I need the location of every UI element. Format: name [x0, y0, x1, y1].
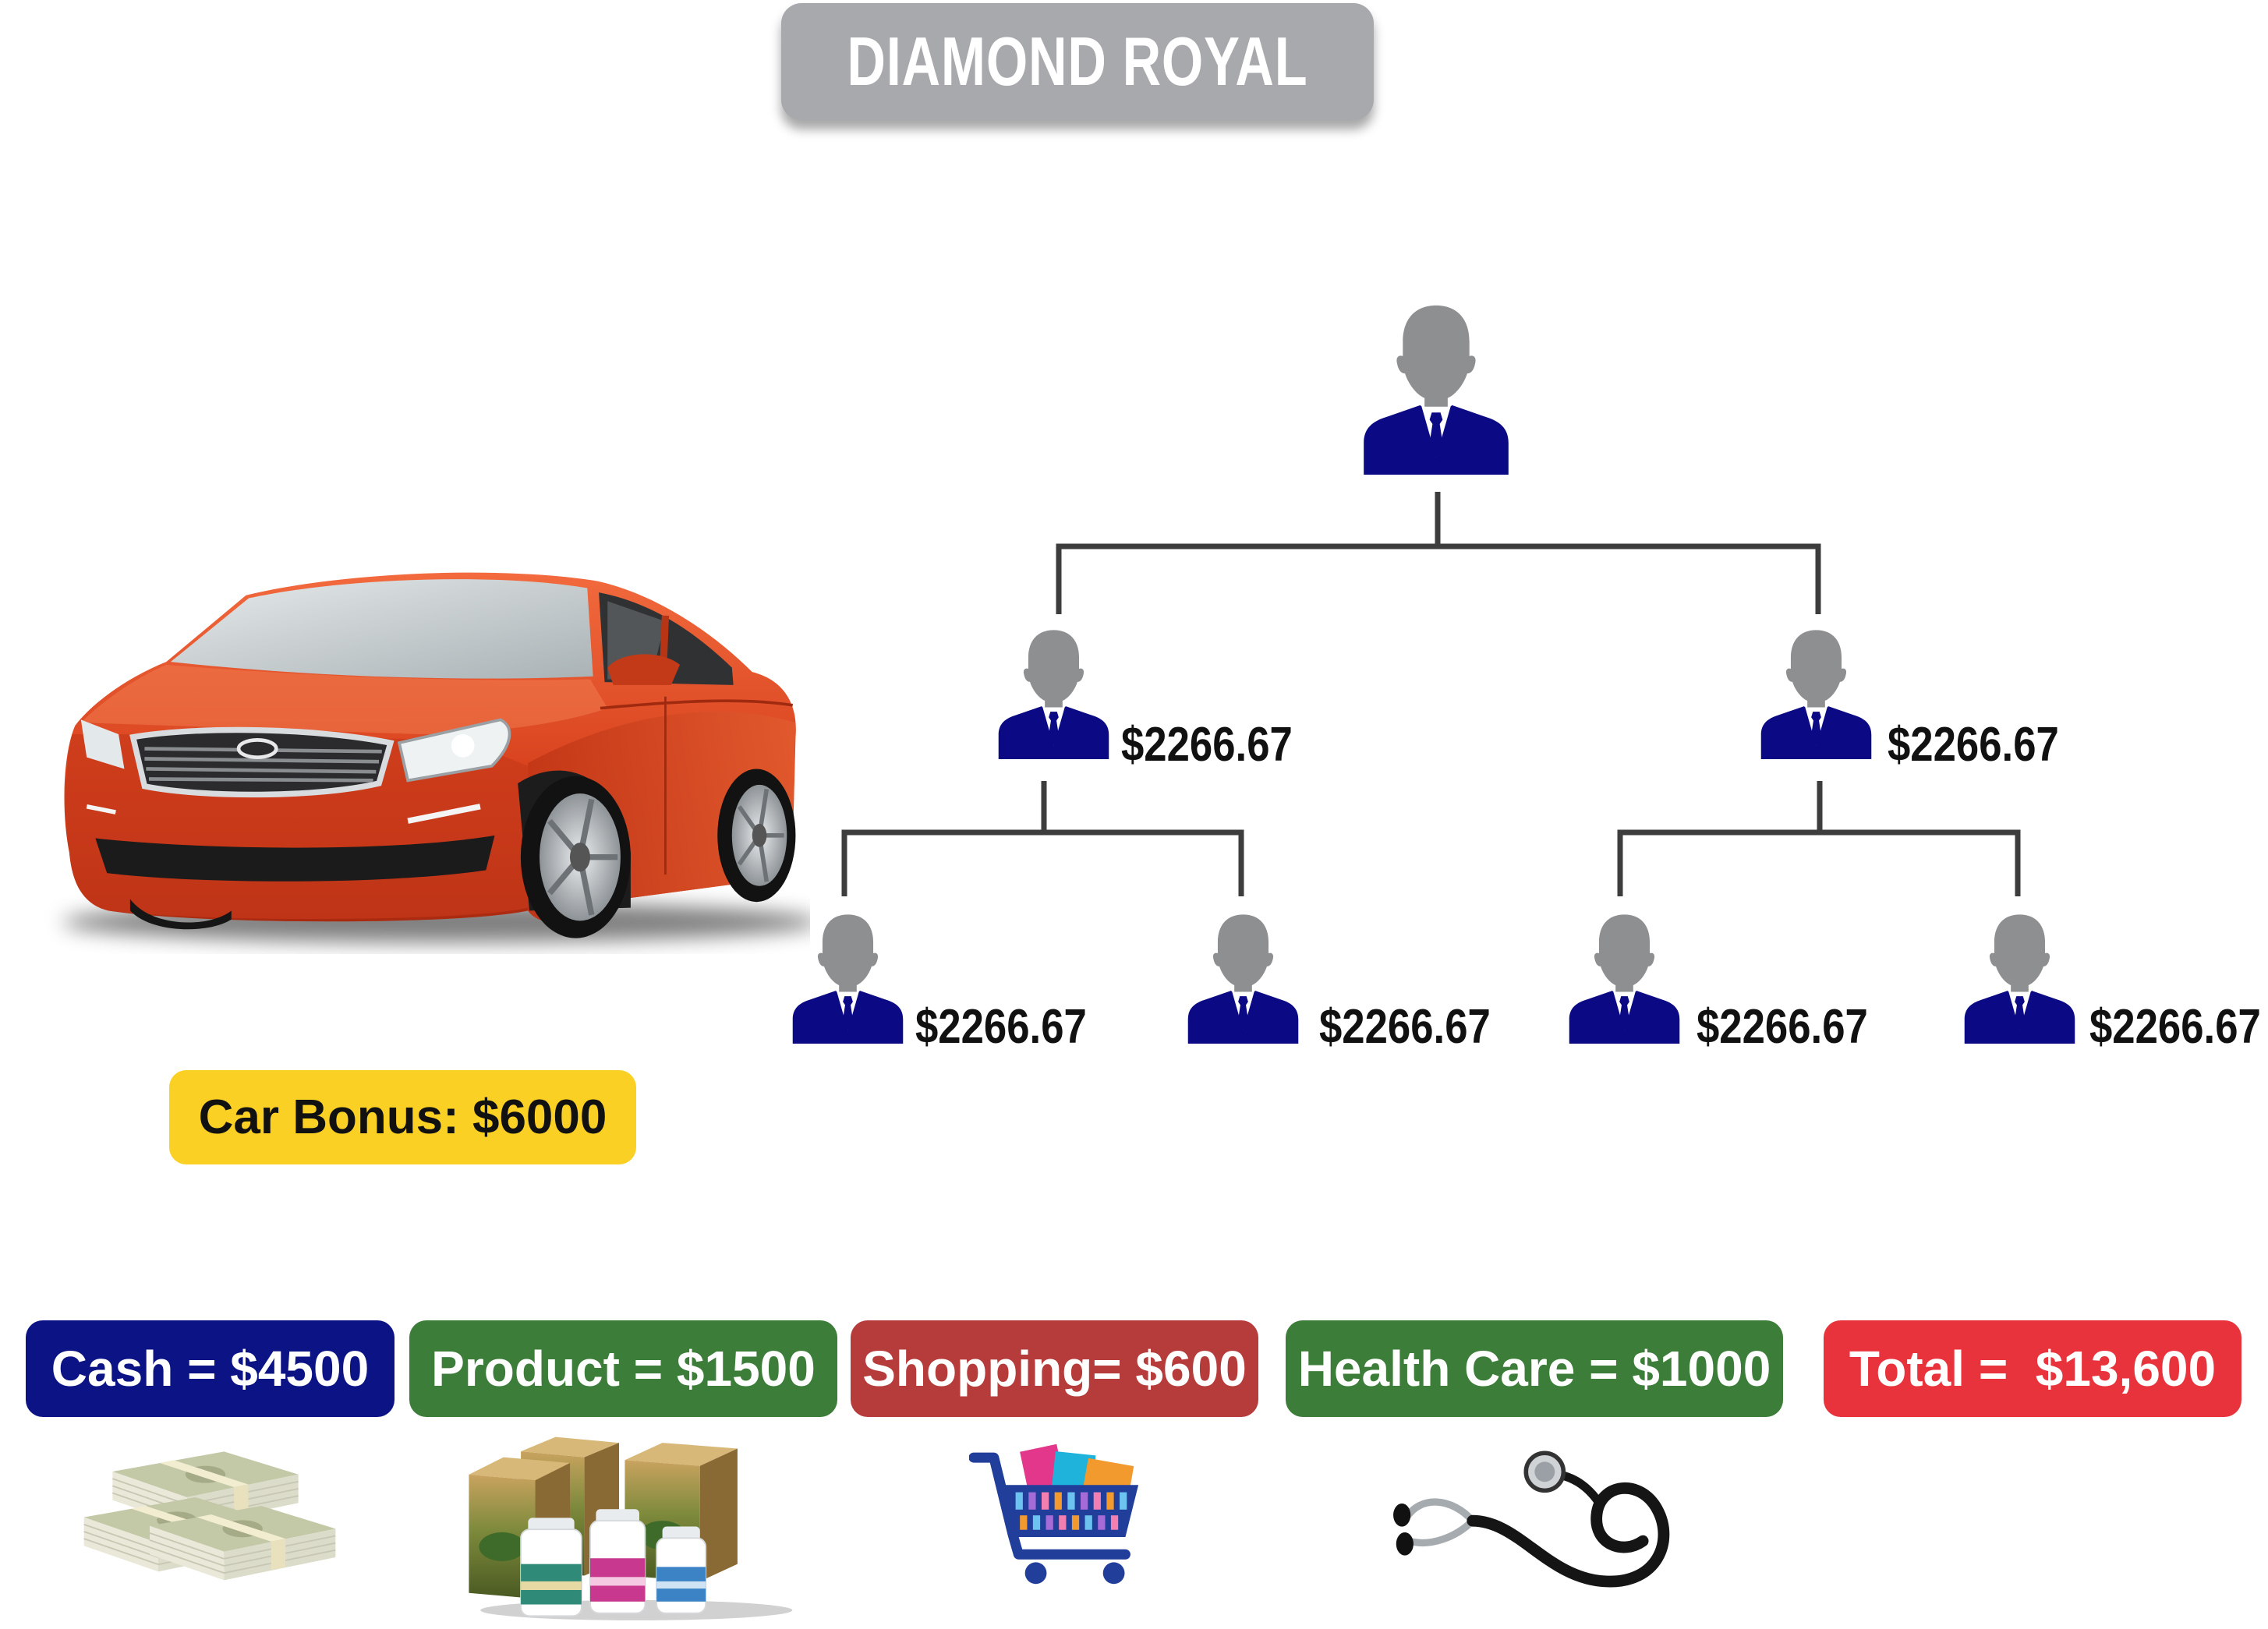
bottle-3: [656, 1526, 707, 1614]
product-bundle-icon: [469, 1436, 793, 1620]
product-badge: Product = $1500: [409, 1320, 837, 1417]
car-bonus-badge: Car Bonus: $6000: [169, 1070, 636, 1164]
car-rear-wheel: [717, 769, 796, 903]
level2-right-person-icon: [1759, 629, 1873, 759]
cash-badge: Cash = $4500: [26, 1320, 395, 1417]
level3-amount-4: $2266.67: [2089, 1000, 2261, 1054]
level3-person-4-icon: [1962, 913, 2077, 1044]
bottle-2: [589, 1509, 646, 1614]
stethoscope-icon: [1393, 1451, 1670, 1588]
level3-amount-2: $2266.67: [1319, 1000, 1491, 1054]
car-image: [62, 572, 810, 943]
level2-right-amount: $2266.67: [1888, 718, 2059, 772]
car-headlight-left: [80, 719, 125, 769]
cash-stack-icon: [83, 1451, 337, 1581]
connector-right-branch: [1617, 781, 2021, 896]
car-logo: [236, 738, 278, 759]
level3-amount-1: $2266.67: [915, 1000, 1087, 1054]
car-windshield: [170, 579, 593, 679]
level3-amount-3: $2266.67: [1697, 1000, 1868, 1054]
title-banner: DIAMOND ROYAL: [781, 3, 1374, 120]
shopping-badge: Shopping= $600: [851, 1320, 1258, 1417]
root-person-icon: [1364, 304, 1509, 475]
level3-person-3-icon: [1567, 913, 1682, 1044]
bottle-1: [520, 1518, 582, 1617]
level2-left-amount: $2266.67: [1121, 718, 1293, 772]
car-hood: [80, 664, 608, 734]
health-care-badge: Health Care = $1000: [1286, 1320, 1783, 1417]
total-badge: Total = $13,600: [1824, 1320, 2241, 1417]
car-mirror: [607, 654, 680, 685]
level2-left-person-icon: [996, 629, 1111, 759]
car-lower-intake: [95, 835, 495, 882]
car-front-wheel: [520, 776, 631, 938]
connector-left-branch: [841, 781, 1244, 896]
level3-person-2-icon: [1186, 913, 1300, 1044]
connector-root-to-level2: [1056, 492, 1821, 614]
shopping-cart-icon: [969, 1443, 1139, 1585]
page-title: DIAMOND ROYAL: [847, 23, 1308, 100]
